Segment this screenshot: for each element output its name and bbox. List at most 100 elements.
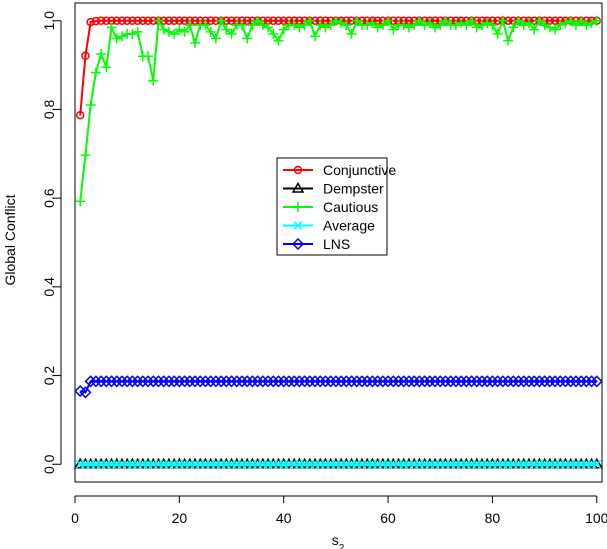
series-cautious-point [513, 15, 524, 26]
y-tick-label: 1.0 [41, 11, 57, 31]
series-conjunctive-point [138, 16, 148, 25]
series-cautious-point [169, 29, 180, 40]
series-lns-point [204, 375, 217, 388]
series-lns-point [538, 375, 551, 388]
series-cautious-point [346, 29, 357, 40]
x-tick-label: 40 [276, 510, 292, 526]
series-cautious-point [236, 20, 247, 31]
series-lns-point [261, 375, 275, 388]
series-lns-point [256, 375, 269, 388]
series-cautious-point [450, 20, 461, 31]
legend-label: Dempster [323, 180, 384, 196]
series-lns-point [413, 375, 426, 388]
series-cautious-point [143, 51, 154, 62]
series-layer [73, 15, 604, 469]
series-cautious-point [591, 15, 602, 26]
legend-item-average: Average [283, 217, 375, 233]
series-lns-point [277, 375, 290, 388]
series-cautious-point [341, 20, 352, 31]
series-lns-point [89, 375, 102, 388]
x-tick-label: 20 [172, 510, 188, 526]
series-lns-point [319, 375, 332, 388]
series-lns-point [293, 375, 306, 388]
series-lns-point [502, 375, 515, 388]
series-cautious-point [304, 15, 315, 26]
series-cautious-point [414, 15, 425, 26]
series-cautious-point [424, 17, 435, 28]
series-lns-point [564, 375, 577, 388]
series-cautious-point [289, 20, 300, 31]
series-lns-point [486, 375, 499, 388]
legend-label: Cautious [323, 199, 378, 215]
legend-swatch-marker [291, 237, 305, 251]
series-cautious-point [576, 15, 587, 26]
series-lns-point [215, 375, 228, 388]
series-lns-point [230, 375, 243, 388]
series-lns-point [168, 375, 181, 388]
series-lns-point [543, 375, 556, 388]
series-conjunctive-point [175, 16, 184, 25]
series-conjunctive-point [133, 16, 142, 25]
series-lns-point [136, 375, 149, 388]
series-lns-point [272, 375, 285, 388]
x-tick-label: 0 [71, 510, 79, 526]
series-conjunctive-point [96, 16, 106, 25]
series-cautious-point [529, 24, 540, 35]
series-conjunctive-point [102, 16, 111, 25]
y-tick-label: 0.4 [41, 277, 57, 297]
series-cautious-point [325, 20, 336, 31]
series-lns-point [121, 375, 134, 388]
series-cautious-point [273, 35, 284, 46]
series-cautious-point [388, 24, 399, 35]
legend-swatch-marker [293, 165, 303, 175]
series-cautious-point [247, 20, 258, 31]
series-lns-point [554, 375, 567, 388]
series-cautious-point [242, 33, 253, 44]
series-lns-point [131, 375, 144, 388]
series-lns-point [392, 375, 405, 388]
series-cautious-point [503, 35, 514, 46]
series-lns-point [152, 375, 165, 388]
series-lns-point [548, 375, 562, 388]
series-lns-point [126, 375, 139, 388]
series-conjunctive-point [242, 16, 252, 25]
series-lns-point [241, 375, 254, 388]
series-lns-point [371, 375, 384, 388]
series-lns-point [355, 375, 369, 388]
series-lns-point [194, 375, 207, 388]
series-conjunctive-point [128, 16, 137, 25]
series-lns-point [308, 375, 322, 388]
series-lns-point [303, 375, 316, 388]
series-conjunctive-point [91, 16, 101, 26]
legend-swatch-marker [293, 202, 303, 212]
series-lns-point [428, 375, 442, 388]
series-lns-point [528, 375, 541, 388]
series-lns-point [361, 375, 374, 388]
series-cautious-point [268, 29, 279, 40]
series-cautious-point [419, 20, 430, 31]
series-average [75, 459, 602, 469]
series-cautious-point [179, 26, 190, 37]
y-axis: 0.0 0.2 0.4 0.6 0.8 1.0 [41, 11, 62, 474]
series-lns-point [585, 375, 598, 388]
series-cautious-point [377, 20, 388, 31]
series-lns-point [183, 375, 196, 388]
legend-label: LNS [323, 236, 350, 252]
y-tick-label: 0.0 [41, 454, 57, 474]
series-cautious-point [205, 26, 216, 37]
series-cautious-point [200, 20, 211, 31]
series-cautious-point [101, 62, 112, 73]
legend-label: Conjunctive [323, 162, 396, 178]
series-cautious-point [336, 17, 347, 28]
series-lns-point [470, 375, 483, 388]
series-lns-point [423, 375, 436, 388]
series-cautious-point [132, 26, 143, 37]
series-lns-line [79, 380, 597, 394]
series-conjunctive-point [550, 16, 560, 25]
series-lns-point [157, 375, 170, 388]
series-cautious-point [80, 150, 91, 161]
series-cautious-point [320, 22, 331, 33]
series-lns-point [345, 375, 358, 388]
series-lns-point [188, 375, 202, 388]
